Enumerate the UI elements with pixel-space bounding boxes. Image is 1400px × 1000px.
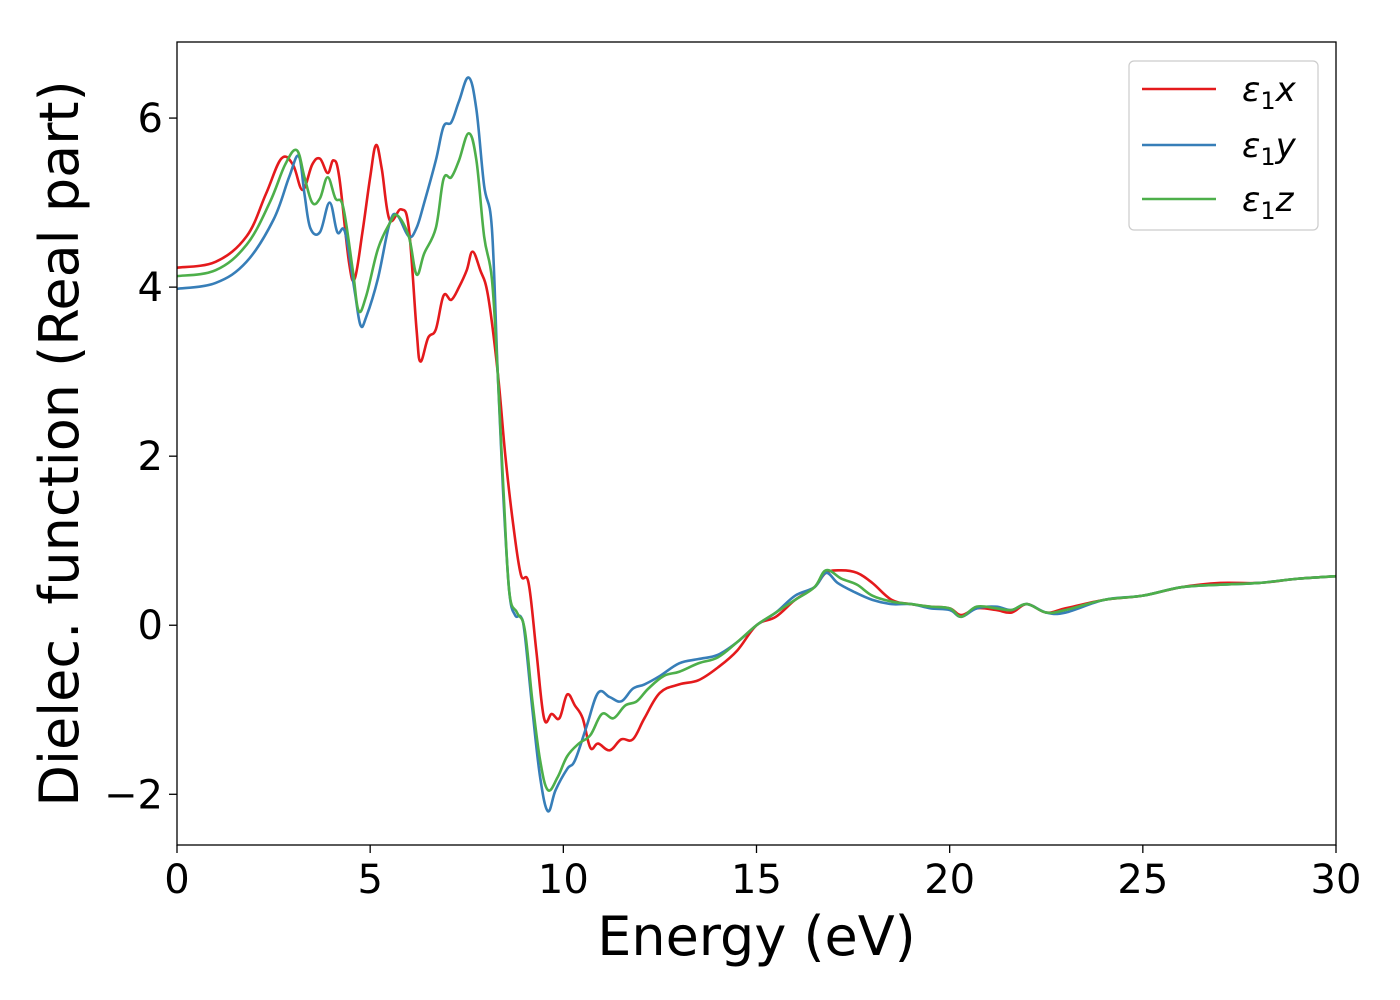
y-tick-label: 6 xyxy=(138,96,163,142)
x-tick-label: 5 xyxy=(357,857,382,903)
legend-label-x: ε1x xyxy=(1242,70,1297,115)
y-axis-label: Dielec. function (Real part) xyxy=(28,80,91,806)
legend: ε1x ε1y ε1z xyxy=(1128,60,1319,231)
series-layer xyxy=(177,76,1336,813)
legend-box xyxy=(1128,60,1319,231)
y-tick-label: 0 xyxy=(138,603,163,649)
x-axis-label: Energy (eV) xyxy=(597,905,916,968)
y-tick-label: 4 xyxy=(138,265,163,311)
legend-label-z: ε1z xyxy=(1242,180,1295,225)
x-tick-label: 10 xyxy=(538,857,589,903)
x-tick-label: 30 xyxy=(1311,857,1362,903)
x-tick-label: 25 xyxy=(1117,857,1168,903)
y-tick-label: −2 xyxy=(104,772,163,818)
series-line-z xyxy=(177,131,1336,792)
x-tick-label: 20 xyxy=(924,857,975,903)
x-tick-label: 15 xyxy=(731,857,782,903)
x-tick-label: 0 xyxy=(164,857,189,903)
legend-label-y: ε1y xyxy=(1242,126,1297,171)
y-tick-label: 2 xyxy=(138,434,163,480)
